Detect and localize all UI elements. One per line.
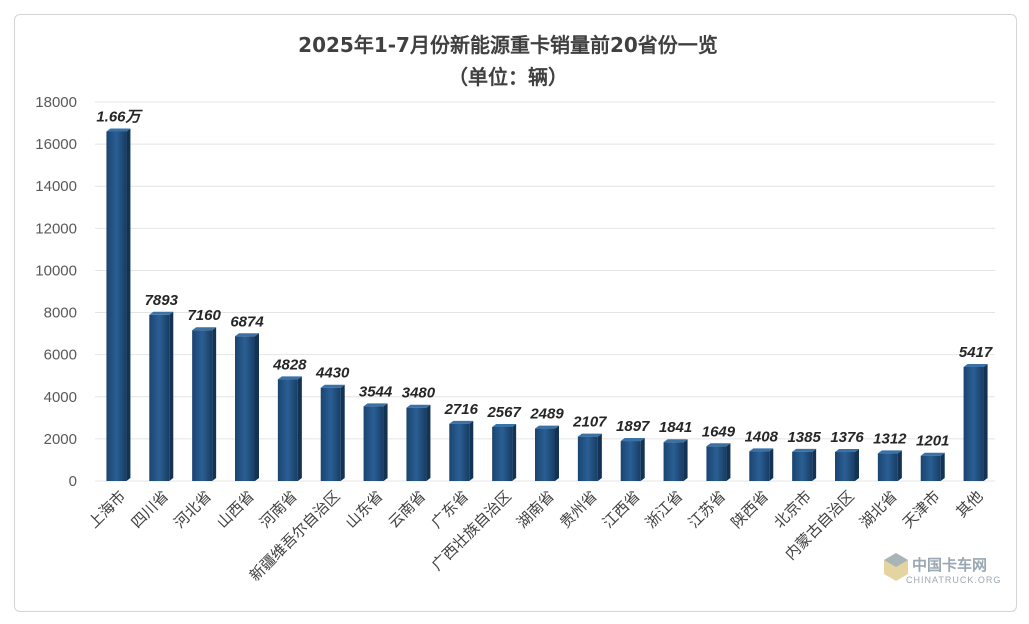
- y-tick-label: 18000: [35, 94, 77, 111]
- data-label: 1649: [702, 423, 736, 440]
- data-label: 7160: [187, 307, 221, 324]
- x-tick-label: 浙江省: [642, 487, 687, 532]
- watermark-logo-icon: [884, 553, 908, 581]
- bar: [277, 376, 302, 481]
- data-label: 1408: [745, 428, 779, 445]
- data-label: 1376: [830, 429, 864, 446]
- bar: [406, 404, 431, 481]
- x-tick-label: 山西省: [213, 487, 258, 532]
- data-label: 2489: [529, 406, 564, 423]
- bar: [106, 128, 131, 481]
- x-tick-label: 陕西省: [728, 487, 773, 532]
- y-tick-label: 14000: [35, 178, 77, 195]
- x-tick-label: 四川省: [128, 487, 173, 532]
- x-axis: 上海市四川省河北省山西省河南省新疆维吾尔自治区山东省云南省广东省广西壮族自治区湖…: [85, 487, 987, 585]
- bar: [620, 438, 645, 481]
- data-label: 1841: [659, 419, 692, 436]
- bar: [877, 450, 902, 481]
- x-tick-label: 云南省: [385, 487, 430, 532]
- data-label: 6874: [230, 313, 264, 330]
- bar: [535, 425, 559, 481]
- x-tick-label: 江苏省: [685, 487, 730, 532]
- x-tick-label: 河北省: [170, 487, 215, 532]
- bar: [963, 363, 988, 481]
- bar: [706, 443, 731, 481]
- bar: [920, 452, 945, 481]
- data-label: 1312: [873, 430, 907, 447]
- data-label: 5417: [959, 344, 993, 361]
- data-label: 2107: [572, 414, 607, 431]
- bar: [149, 311, 174, 481]
- bar: [320, 384, 345, 481]
- data-label: 4828: [272, 356, 307, 373]
- x-tick-label: 天津市: [899, 487, 944, 532]
- gridlines: [95, 101, 995, 482]
- x-tick-label: 湖北省: [856, 487, 901, 532]
- y-tick-label: 2000: [44, 431, 77, 448]
- y-tick-label: 6000: [44, 347, 77, 364]
- x-tick-label: 山东省: [342, 487, 387, 532]
- data-labels: 1.66万 7893 7160 6874 4828 4430 3544 3480 2716 256…: [96, 108, 993, 449]
- x-tick-label: 江西省: [599, 487, 644, 532]
- y-tick-label: 12000: [35, 220, 77, 237]
- data-label: 1201: [916, 433, 949, 450]
- x-tick-label: 其他: [952, 487, 986, 521]
- y-tick-label: 8000: [44, 305, 77, 322]
- y-tick-label: 4000: [44, 389, 77, 406]
- data-label: 1.66万: [96, 108, 143, 125]
- watermark-site: CHINATRUCK.ORG: [906, 575, 1001, 585]
- y-tick-label: 10000: [35, 262, 77, 279]
- bar: [835, 449, 859, 481]
- watermark: 中国卡车网 CHINATRUCK.ORG: [884, 553, 1001, 585]
- x-tick-label: 贵州省: [556, 487, 601, 532]
- bar: [192, 327, 217, 481]
- bar: [449, 420, 474, 481]
- data-label: 1897: [616, 418, 650, 435]
- y-axis: 0 2000 4000 6000 8000 10000 12000 14000 16000 180…: [35, 94, 77, 490]
- watermark-name: 中国卡车网: [912, 556, 987, 574]
- bar: [663, 439, 688, 481]
- bar: [749, 448, 774, 481]
- bar: [577, 433, 602, 481]
- bar: [792, 448, 817, 481]
- chart-subtitle: （单位：辆）: [448, 65, 568, 89]
- data-label: 4430: [315, 365, 350, 382]
- bars: [106, 128, 988, 481]
- data-label: 2716: [444, 401, 479, 418]
- bar: [363, 403, 388, 481]
- x-tick-label: 湖南省: [513, 487, 558, 532]
- data-label: 2567: [486, 404, 521, 421]
- data-label: 7893: [145, 292, 179, 309]
- data-label: 3480: [402, 385, 436, 402]
- chart-title: 2025年1-7月份新能源重卡销量前20省份一览: [298, 33, 718, 57]
- bar: [235, 333, 259, 481]
- y-tick-label: 0: [69, 473, 77, 490]
- data-label: 1385: [787, 429, 821, 446]
- bar: [492, 423, 517, 481]
- x-tick-label: 上海市: [85, 487, 130, 532]
- y-tick-label: 16000: [35, 136, 77, 153]
- data-label: 3544: [359, 383, 393, 400]
